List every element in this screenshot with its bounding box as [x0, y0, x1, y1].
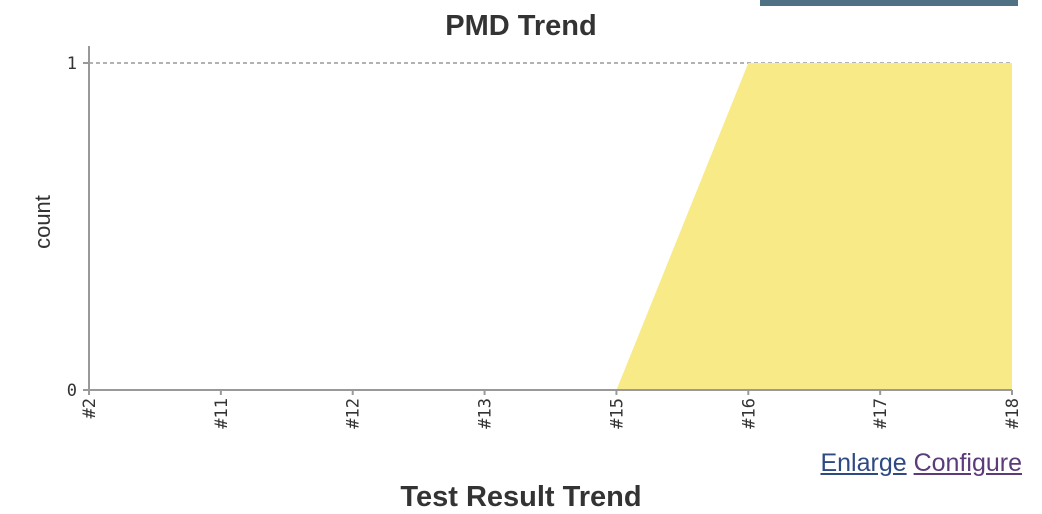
pmd-trend-chart: 0 1 #2 #11 #12 #13 #15 #16 #17 #18 count: [30, 46, 1023, 429]
y-tick-label: 0: [67, 381, 77, 401]
x-tick-label: #15: [607, 398, 627, 429]
configure-link[interactable]: Configure: [913, 449, 1022, 477]
chart-links: Enlarge Configure: [820, 449, 1022, 478]
x-tick-label: #12: [344, 398, 364, 429]
chart-title: PMD Trend: [445, 10, 597, 42]
x-tick-label: #17: [871, 398, 891, 429]
test-result-trend-title: Test Result Trend: [400, 481, 642, 513]
x-tick-label: #16: [739, 398, 759, 429]
x-tick-label: #2: [80, 398, 100, 418]
x-tick-label: #18: [1003, 398, 1023, 429]
x-tick-label: #11: [212, 398, 232, 429]
enlarge-link[interactable]: Enlarge: [820, 449, 907, 477]
y-tick-label: 1: [67, 54, 77, 74]
x-tick-label: #13: [476, 398, 496, 429]
y-axis-label: count: [30, 195, 55, 249]
area-series-0: [89, 63, 1012, 390]
top-bar-button-edge[interactable]: [760, 0, 1018, 6]
